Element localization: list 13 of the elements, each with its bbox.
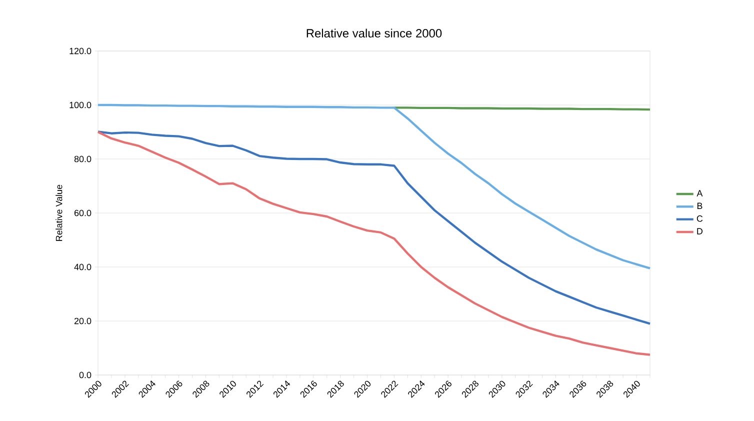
legend-label: B (697, 202, 702, 209)
y-tick-label: 0.0 (79, 372, 92, 378)
y-tick-label: 60.0 (74, 210, 92, 216)
y-tick-label: 100.0 (70, 102, 92, 108)
legend-label: A (696, 190, 703, 196)
y-tick-label: 40.0 (74, 264, 92, 270)
legend-label: C (696, 215, 703, 222)
y-tick-label: 20.0 (74, 318, 92, 324)
y-tick-label: 120.0 (70, 48, 92, 54)
legend-label: D (697, 228, 703, 234)
chart-title: Relative value since 2000 (306, 28, 442, 38)
y-tick-label: 80.0 (74, 156, 92, 162)
y-axis-title: Relative Value (56, 184, 62, 241)
